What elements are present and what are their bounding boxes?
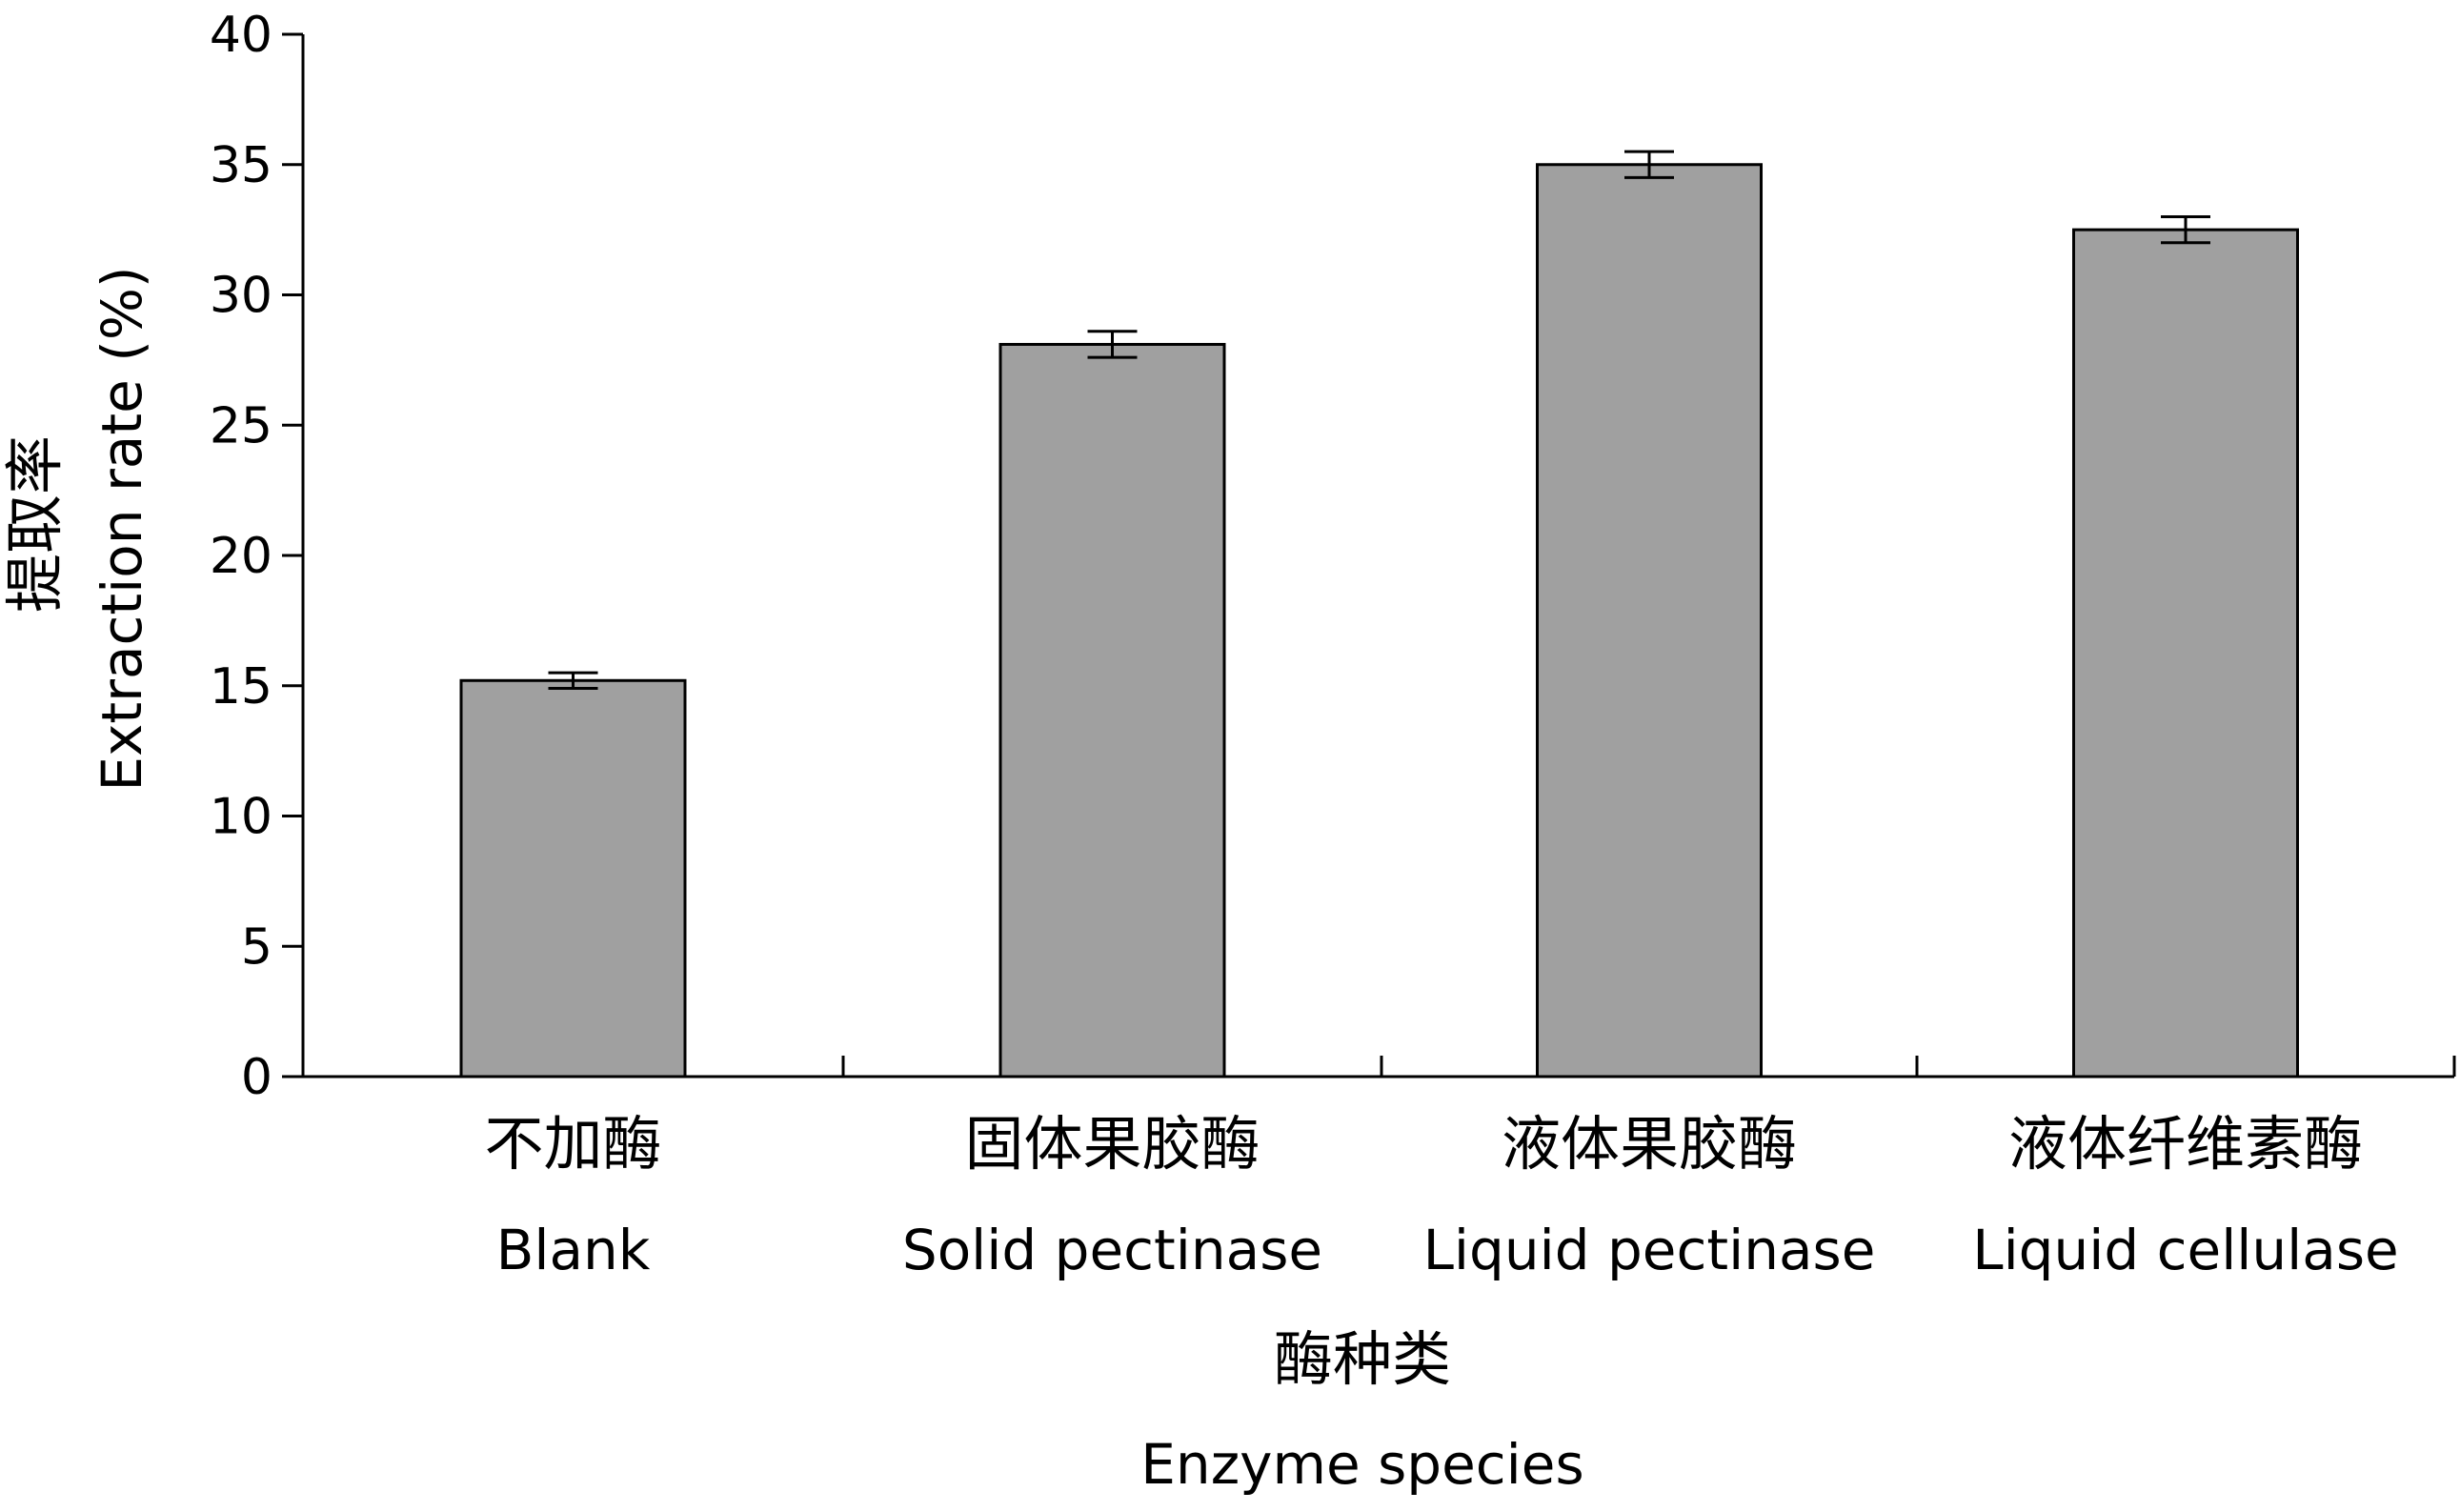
y-tick-label: 40 [210, 7, 272, 64]
x-category-label-en: Blank [496, 1218, 651, 1282]
x-category-label-zh: 固体果胶酶 [964, 1109, 1260, 1179]
y-tick-label: 15 [210, 658, 272, 716]
y-tick-label: 20 [210, 528, 272, 585]
x-category-label-zh: 液体果胶酶 [1502, 1109, 1797, 1179]
y-tick-label: 10 [210, 789, 272, 846]
y-tick-label: 25 [210, 397, 272, 454]
x-category-label-zh: 不加酶 [484, 1109, 661, 1179]
y-axis-title-zh: 提取率 [0, 435, 70, 613]
y-tick-label: 35 [210, 137, 272, 194]
y-tick-label: 0 [241, 1049, 272, 1106]
bar [2072, 228, 2299, 1079]
x-category-label-en: Liquid cellulase [1972, 1218, 2399, 1282]
x-category-label-zh: 液体纤维素酶 [2008, 1109, 2363, 1179]
bar [459, 678, 687, 1079]
y-tick-label: 30 [210, 268, 272, 325]
x-axis-title-zh: 酶种类 [1274, 1324, 1451, 1394]
bar [998, 342, 1226, 1079]
x-category-label-en: Liquid pectinase [1423, 1218, 1876, 1282]
x-category-label-en: Solid pectinase [902, 1218, 1322, 1282]
x-axis-title-en: Enzyme species [1140, 1432, 1583, 1497]
y-axis-title-en: Extraction rate (%) [90, 266, 154, 791]
bar [1536, 163, 1763, 1079]
y-tick-label: 5 [241, 918, 272, 976]
